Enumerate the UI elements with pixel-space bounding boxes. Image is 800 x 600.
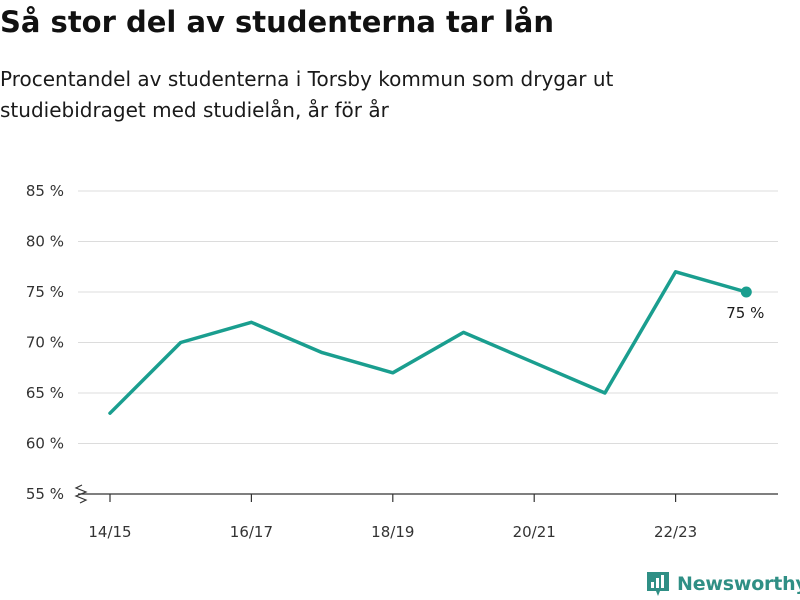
brand-name: Newsworthy <box>677 573 800 595</box>
chart-subtitle: Procentandel av studenterna i Torsby kom… <box>0 67 614 122</box>
newsworthy-logo-icon <box>647 572 669 596</box>
x-tick-label: 20/21 <box>513 523 556 541</box>
grid-lines <box>78 190 778 444</box>
y-tick-label: 75 % <box>26 283 64 301</box>
end-point-marker <box>740 286 752 298</box>
x-tick-label: 18/19 <box>371 523 414 541</box>
y-tick-label: 60 % <box>26 435 64 453</box>
series <box>108 270 752 415</box>
newsworthy-brand: Newsworthy <box>645 568 800 600</box>
x-tick-label: 14/15 <box>88 523 131 541</box>
x-axis: 14/15 16/17 18/19 20/21 22/23 <box>74 484 778 541</box>
x-tick-label: 16/17 <box>230 523 273 541</box>
end-value-label: 75 % <box>726 304 764 322</box>
y-tick-label: 70 % <box>26 334 64 352</box>
y-tick-label: 65 % <box>26 384 64 402</box>
x-tick-label: 22/23 <box>654 523 697 541</box>
y-tick-label: 80 % <box>26 233 64 251</box>
y-axis: 55 % 60 % 65 % 70 % 75 % 80 % 85 % <box>26 182 64 503</box>
data-labels: 75 % <box>726 304 764 322</box>
axis-break-icon <box>74 484 88 504</box>
y-tick-label: 55 % <box>26 485 64 503</box>
y-tick-label: 85 % <box>26 182 64 200</box>
series-line <box>108 270 749 415</box>
chart-title: Så stor del av studenterna tar lån <box>0 5 555 39</box>
